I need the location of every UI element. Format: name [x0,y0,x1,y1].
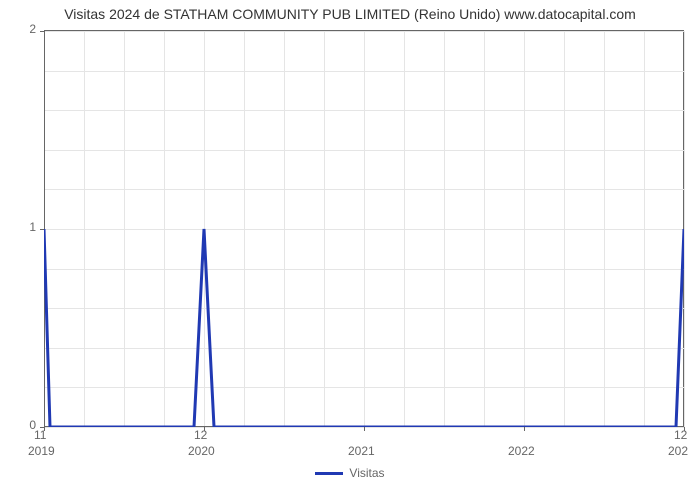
x-secondary-label: 12 [194,428,207,442]
legend: Visitas [0,466,700,480]
x-tick-label: 2019 [28,444,55,458]
line-series [44,31,684,427]
y-tick-label: 1 [29,220,36,234]
x-tick [524,427,525,431]
chart-title: Visitas 2024 de STATHAM COMMUNITY PUB LI… [0,6,700,22]
y-tick-label: 2 [29,22,36,36]
x-tick [364,427,365,431]
x-secondary-label: 11 [34,428,46,442]
plot-area [44,30,684,426]
grid-line-v [684,31,685,427]
x-secondary-label: 12 [674,428,687,442]
legend-label: Visitas [349,466,384,480]
x-tick-label: 2020 [188,444,215,458]
x-tick-label: 202 [668,444,688,458]
legend-swatch [315,472,343,475]
x-tick-label: 2021 [348,444,375,458]
x-tick-label: 2022 [508,444,535,458]
